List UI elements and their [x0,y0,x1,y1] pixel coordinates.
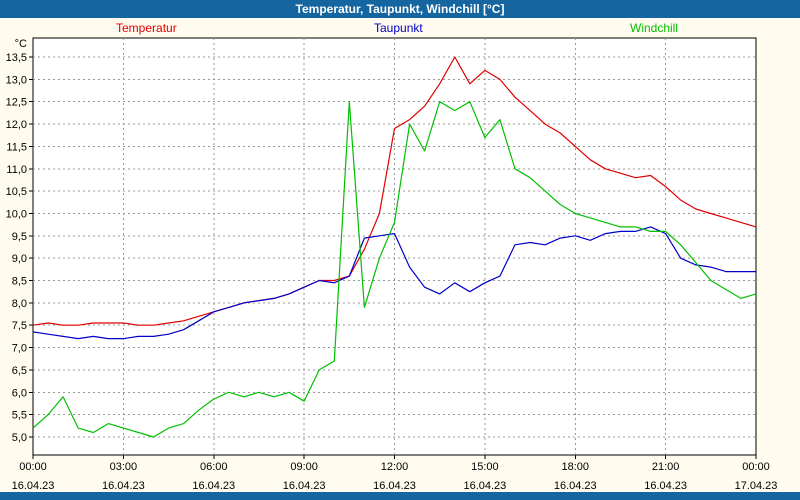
svg-text:9,5: 9,5 [12,231,27,243]
svg-text:16.04.23: 16.04.23 [12,480,55,492]
svg-text:11,5: 11,5 [6,141,27,153]
svg-text:16.04.23: 16.04.23 [554,480,597,492]
svg-text:16.04.23: 16.04.23 [283,480,326,492]
legend-windchill: Windchill [630,21,679,35]
legend-taupunkt: Taupunkt [374,21,423,35]
svg-text:5,5: 5,5 [12,410,27,422]
svg-text:7,5: 7,5 [12,320,27,332]
svg-text:21:00: 21:00 [652,461,680,473]
window-titlebar: Temperatur, Taupunkt, Windchill [°C] [0,0,800,18]
svg-text:10,0: 10,0 [6,208,27,220]
window-title: Temperatur, Taupunkt, Windchill [°C] [295,2,505,16]
svg-text:12:00: 12:00 [381,461,409,473]
svg-text:9,0: 9,0 [12,253,27,265]
svg-text:16.04.23: 16.04.23 [463,480,506,492]
svg-text:16.04.23: 16.04.23 [102,480,145,492]
svg-text:5,0: 5,0 [12,432,27,444]
svg-text:12,5: 12,5 [6,97,27,109]
svg-text:17.04.23: 17.04.23 [735,480,778,492]
svg-text:10,5: 10,5 [6,186,27,198]
svg-text:03:00: 03:00 [110,461,138,473]
svg-text:6,0: 6,0 [12,387,27,399]
svg-text:06:00: 06:00 [200,461,228,473]
svg-text:16.04.23: 16.04.23 [373,480,416,492]
svg-text:00:00: 00:00 [19,461,47,473]
svg-text:6,5: 6,5 [12,365,27,377]
svg-text:°C: °C [15,38,27,50]
legend-temperatur: Temperatur [116,21,177,35]
svg-text:7,0: 7,0 [12,343,27,355]
svg-text:16.04.23: 16.04.23 [192,480,235,492]
svg-text:13,0: 13,0 [6,74,27,86]
bottom-bar [0,492,800,500]
svg-text:16.04.23: 16.04.23 [644,480,687,492]
svg-text:12,0: 12,0 [6,119,27,131]
svg-text:09:00: 09:00 [290,461,318,473]
svg-text:00:00: 00:00 [742,461,770,473]
svg-text:15:00: 15:00 [471,461,499,473]
svg-text:8,5: 8,5 [12,276,27,288]
svg-text:13,5: 13,5 [6,52,27,64]
svg-text:8,0: 8,0 [12,298,27,310]
svg-text:11,0: 11,0 [6,164,27,176]
svg-text:18:00: 18:00 [561,461,589,473]
